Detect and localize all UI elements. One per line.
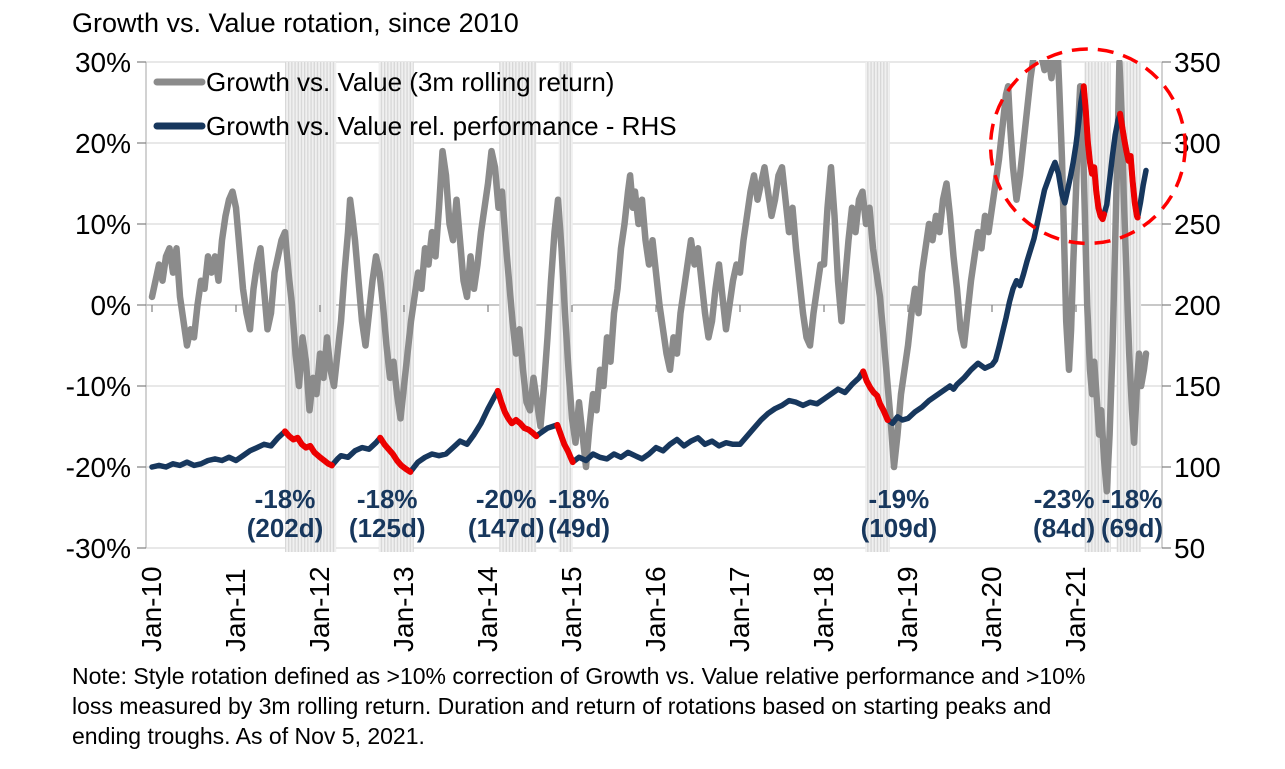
x-axis-label: Jan-13 <box>388 566 419 652</box>
x-axis-label: Jan-14 <box>472 566 503 652</box>
x-axis-label: Jan-11 <box>220 568 251 652</box>
rotation-annotation-duration: (125d) <box>349 513 426 543</box>
right-axis-label: 250 <box>1174 209 1221 240</box>
note-line-3: ending troughs. As of Nov 5, 2021. <box>72 723 425 749</box>
rotation-annotation-return: -18% <box>357 484 418 514</box>
rotation-annotation-duration: (109d) <box>861 513 938 543</box>
series-growth-vs-value-relative-performance <box>149 83 1149 475</box>
left-axis-label: 0% <box>91 290 131 321</box>
x-axis-label: Jan-17 <box>724 566 755 652</box>
rotation-decline-segment <box>860 368 891 423</box>
rotation-decline-segment <box>377 434 414 475</box>
rotation-annotation-duration: (69d) <box>1101 513 1163 543</box>
x-axis-label: Jan-19 <box>892 566 923 652</box>
note-line-1: Note: Style rotation defined as >10% cor… <box>72 663 1086 689</box>
highlight-ellipse <box>988 47 1187 246</box>
rotation-decline-segment <box>1080 83 1107 223</box>
rotation-annotation-return: -20% <box>476 484 537 514</box>
x-axis-label: Jan-18 <box>808 566 839 652</box>
rotation-decline-segment <box>282 428 335 469</box>
legend-label-rel-performance: Growth vs. Value rel. performance - RHS <box>206 111 677 141</box>
rotation-annotation-return: -18% <box>1102 484 1163 514</box>
rotation-decline-segment <box>1117 110 1141 221</box>
legend: Growth vs. Value (3m rolling return) Gro… <box>153 67 677 141</box>
chart-title: Growth vs. Value rotation, since 2010 <box>72 8 519 38</box>
rotation-band <box>499 62 537 552</box>
left-axis-label: 20% <box>75 128 131 159</box>
chart-canvas: 30% 20% 10% 0% -10% -20% -30% 350 300 250 200 150 10… <box>66 47 1221 652</box>
left-axis-label: 30% <box>75 47 131 78</box>
left-axis-label: -20% <box>66 452 131 483</box>
rotation-decline-segment <box>494 387 540 440</box>
left-axis-label: -30% <box>66 533 131 564</box>
rotation-annotation-duration: (202d) <box>247 513 324 543</box>
right-axis-label: 200 <box>1174 290 1221 321</box>
x-axis-label: Jan-21 <box>1060 566 1091 652</box>
x-axis-label: Jan-20 <box>976 566 1007 652</box>
rotation-decline-segment <box>554 421 576 466</box>
right-axis-label: 150 <box>1174 371 1221 402</box>
left-axis-label: -10% <box>66 371 131 402</box>
rotation-annotation-return: -18% <box>549 484 610 514</box>
rotation-annotation-return: -19% <box>869 484 930 514</box>
rotation-annotation-duration: (147d) <box>468 513 545 543</box>
right-axis-label: 300 <box>1174 128 1221 159</box>
note-line-2: loss measured by 3m rolling return. Dura… <box>72 693 1052 719</box>
right-axis-label: 350 <box>1174 47 1221 78</box>
rotation-annotation-return: -18% <box>255 484 316 514</box>
left-axis-label: 10% <box>75 209 131 240</box>
rotation-band <box>865 62 890 552</box>
right-axis-label: 100 <box>1174 452 1221 483</box>
x-axis-label: Jan-15 <box>556 566 587 652</box>
legend-label-rolling-return: Growth vs. Value (3m rolling return) <box>206 67 614 97</box>
x-axis-label: Jan-16 <box>640 566 671 652</box>
right-axis-label: 50 <box>1174 533 1205 564</box>
chart-note: Note: Style rotation defined as >10% cor… <box>72 661 1085 751</box>
x-axis-label: Jan-10 <box>136 566 167 652</box>
series-growth-vs-value-rolling-return <box>148 60 1150 495</box>
rotation-annotation-duration: (84d) <box>1033 513 1095 543</box>
chart-generated-layers: 30% 20% 10% 0% -10% -20% -30% 350 300 250 200 150 10… <box>66 47 1221 652</box>
rotation-annotation-return: -23% <box>1034 484 1095 514</box>
x-axis-label: Jan-12 <box>304 566 335 652</box>
rotation-annotation-duration: (49d) <box>548 513 610 543</box>
